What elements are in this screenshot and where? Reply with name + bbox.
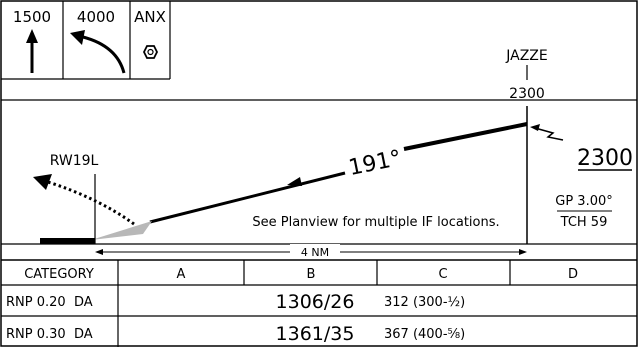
missed-approach-arrowhead <box>33 174 52 190</box>
minimums-row-da: 1361/35 <box>276 323 355 345</box>
runway-label: RW19L <box>50 153 99 169</box>
fix-name-jazze: JAZZE <box>505 48 548 64</box>
fix-altitude: 2300 <box>509 86 545 102</box>
missed-approach-dotted-path <box>47 180 135 226</box>
minimums-row-label: RNP 0.30 DA <box>6 327 93 342</box>
distance-label-bg <box>290 244 340 259</box>
glidepath-angle: GP 3.00° <box>555 194 613 209</box>
descent-path-lower <box>149 171 346 224</box>
threshold-crossing-height: TCH 59 <box>560 215 608 230</box>
minimums-row-da: 1306/26 <box>276 291 355 313</box>
distance-label: 4 NM <box>301 246 329 259</box>
glidepath-arrowhead <box>91 221 152 240</box>
category-b: B <box>307 267 316 282</box>
minimums-table: CATEGORY A B C D RNP 0.20 DA 1306/26 312… <box>1 259 637 347</box>
category-c: C <box>438 267 447 282</box>
runway-bar <box>40 238 95 244</box>
straight-up-arrow-icon <box>26 29 38 73</box>
climb-altitude-label: 1500 <box>13 8 51 26</box>
minimums-row-hat: 367 (400-⅝) <box>384 327 465 342</box>
distance-arrow-right <box>519 249 527 255</box>
missed-approach-icon-strip: 1500 4000 ANX <box>1 1 171 80</box>
holding-fix-label: ANX <box>134 8 166 26</box>
descent-path-upper <box>403 122 528 151</box>
category-d: D <box>568 267 578 282</box>
distance-arrow-left <box>95 249 103 255</box>
category-a: A <box>177 267 186 282</box>
minimums-row-label: RNP 0.20 DA <box>6 295 93 310</box>
altitude-pointer-icon <box>534 127 564 141</box>
course-direction-arrow <box>287 177 302 186</box>
hexagon-holding-fix-icon <box>142 45 159 59</box>
category-header: CATEGORY <box>24 267 94 282</box>
final-approach-course: 191° <box>347 146 404 181</box>
profile-view: JAZZE 2300 191° RW19L 2300 See Planview … <box>1 48 637 259</box>
procedure-altitude: 2300 <box>577 146 633 171</box>
turn-altitude-label: 4000 <box>77 8 115 26</box>
planview-note: See Planview for multiple IF locations. <box>252 215 499 230</box>
minimums-row-hat: 312 (300-½) <box>384 295 465 310</box>
altitude-pointer-head <box>530 124 540 131</box>
left-turn-arrow-icon <box>70 30 126 74</box>
